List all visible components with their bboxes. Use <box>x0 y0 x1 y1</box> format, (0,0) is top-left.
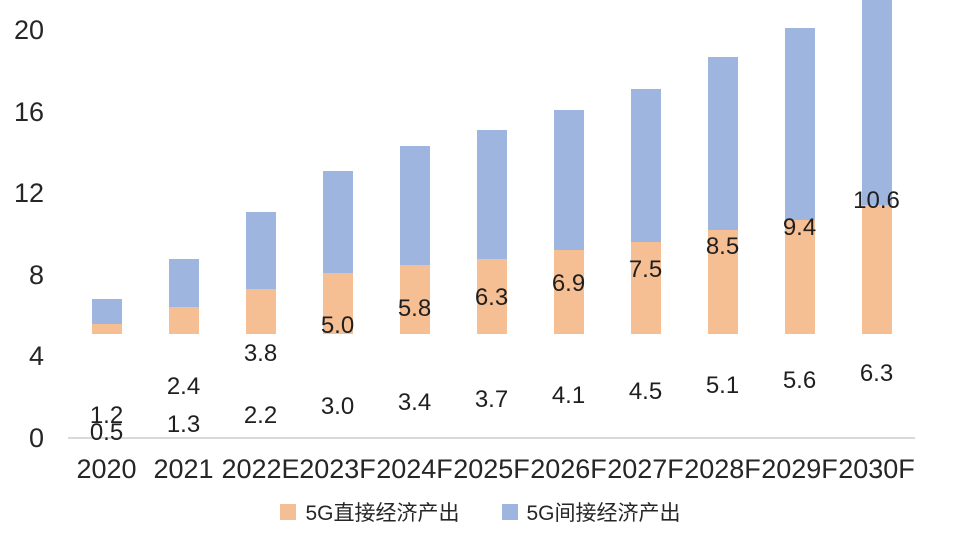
bar-segment-direct-2028F <box>707 229 738 334</box>
data-label-indirect-2022E: 3.8 <box>243 340 278 368</box>
y-axis-tick-label: 20 <box>13 15 44 45</box>
bar-slot-2021: 1.3 2.4 <box>145 0 222 438</box>
bar-segment-direct-2029F <box>784 219 815 334</box>
bar-segment-direct-2020 <box>91 323 122 334</box>
bar-slot-2028F: 5.1 8.5 <box>684 0 761 438</box>
bar-segment-direct-2021 <box>168 307 199 334</box>
legend-label-indirect: 5G间接经济产出 <box>526 502 681 525</box>
data-label-direct-2025F: 3.7 <box>474 386 509 414</box>
legend-swatch-direct <box>280 504 297 520</box>
x-axis-tick-label-2029F: 2029F <box>761 454 838 484</box>
data-label-indirect-2024F: 5.8 <box>397 295 432 323</box>
bar-slot-2024F: 3.4 5.8 <box>376 0 453 438</box>
bar-segment-indirect-2024F <box>399 146 430 265</box>
data-label-indirect-2030F: 10.6 <box>853 187 900 215</box>
data-label-direct-2023F: 3.0 <box>320 393 355 421</box>
data-label-direct-2022E: 2.2 <box>243 401 278 429</box>
bar-segment-indirect-2025F <box>476 130 507 259</box>
x-axis-line <box>68 437 915 439</box>
bar-slot-2022E: 2.2 3.8 <box>222 0 299 438</box>
data-label-direct-2030F: 6.3 <box>859 359 894 387</box>
data-label-indirect-2023F: 5.0 <box>320 311 355 339</box>
x-axis-tick-label-2026F: 2026F <box>530 454 607 484</box>
bar-segment-indirect-2027F <box>630 89 661 243</box>
bar-segment-indirect-2028F <box>707 56 738 230</box>
x-axis-tick-label-2028F: 2028F <box>684 454 761 484</box>
data-label-direct-2026F: 4.1 <box>551 382 586 410</box>
y-axis-tick-label: 16 <box>13 96 44 127</box>
bar-segment-indirect-2020 <box>91 299 122 324</box>
data-label-indirect-2029F: 9.4 <box>782 213 817 241</box>
data-label-indirect-2025F: 6.3 <box>474 284 509 312</box>
bar-segment-indirect-2023F <box>322 170 353 273</box>
bar-slot-2026F: 4.1 6.9 <box>530 0 607 438</box>
bar-segment-direct-2022E <box>245 289 276 334</box>
data-label-direct-2027F: 4.5 <box>628 378 663 406</box>
bar-segment-indirect-2030F <box>861 0 892 206</box>
y-axis-tick-label: 8 <box>28 259 44 290</box>
bar-slot-2023F: 3.0 5.0 <box>299 0 376 438</box>
bar-slot-2025F: 3.7 6.3 <box>453 0 530 438</box>
bar-slot-2020: 0.5 1.2 <box>68 0 145 444</box>
data-label-direct-2029F: 5.6 <box>782 366 817 394</box>
legend-item-direct: 5G直接经济产出 <box>280 497 460 527</box>
data-label-direct-2024F: 3.4 <box>397 389 432 417</box>
x-axis-tick-label-2024F: 2024F <box>376 454 453 484</box>
x-axis-tick-label-2027F: 2027F <box>607 454 684 484</box>
bar-segment-indirect-2029F <box>784 28 815 220</box>
x-axis-tick-label-2020: 2020 <box>76 454 137 484</box>
x-axis-tick-label-2022E: 2022E <box>221 454 300 484</box>
bar-slot-2029F: 5.6 9.4 <box>761 0 838 438</box>
x-axis-tick-label-2030F: 2030F <box>838 454 915 484</box>
x-axis-tick-label-2021: 2021 <box>153 454 214 484</box>
data-label-indirect-2021: 2.4 <box>166 373 201 400</box>
bar-segment-direct-2030F <box>861 205 892 334</box>
legend-label-direct: 5G直接经济产出 <box>305 502 460 525</box>
bar-segment-direct-2026F <box>553 250 584 334</box>
data-label-indirect-2027F: 7.5 <box>628 255 663 283</box>
bar-segment-direct-2027F <box>630 242 661 334</box>
y-axis-tick-label: 12 <box>13 178 44 209</box>
bar-segment-direct-2023F <box>322 272 353 334</box>
data-label-direct-2021: 1.3 <box>166 410 201 438</box>
bar-segment-indirect-2021 <box>168 258 199 308</box>
bar-segment-indirect-2026F <box>553 109 584 251</box>
x-axis-tick-label-2023F: 2023F <box>299 454 376 484</box>
bar-slot-2027F: 4.5 7.5 <box>607 0 684 438</box>
data-label-indirect-2028F: 8.5 <box>705 233 740 261</box>
data-label-direct-2020: 0.5 <box>89 418 124 446</box>
legend: 5G直接经济产出 5G间接经济产出 <box>0 497 961 527</box>
legend-swatch-indirect <box>501 504 518 520</box>
data-label-indirect-2026F: 6.9 <box>551 269 586 297</box>
x-axis-tick-label-2025F: 2025F <box>453 454 530 484</box>
bar-segment-direct-2024F <box>399 264 430 334</box>
y-axis-tick-label: 0 <box>28 423 44 453</box>
data-label-indirect-2020: 1.2 <box>89 401 124 429</box>
bar-segment-indirect-2022E <box>245 211 276 290</box>
bar-slot-2030F: 6.3 10.6 <box>838 0 915 438</box>
legend-item-indirect: 5G间接经济产出 <box>501 497 681 527</box>
data-label-direct-2028F: 5.1 <box>705 371 740 399</box>
y-axis-tick-label: 4 <box>28 341 44 372</box>
bar-segment-direct-2025F <box>476 258 507 334</box>
